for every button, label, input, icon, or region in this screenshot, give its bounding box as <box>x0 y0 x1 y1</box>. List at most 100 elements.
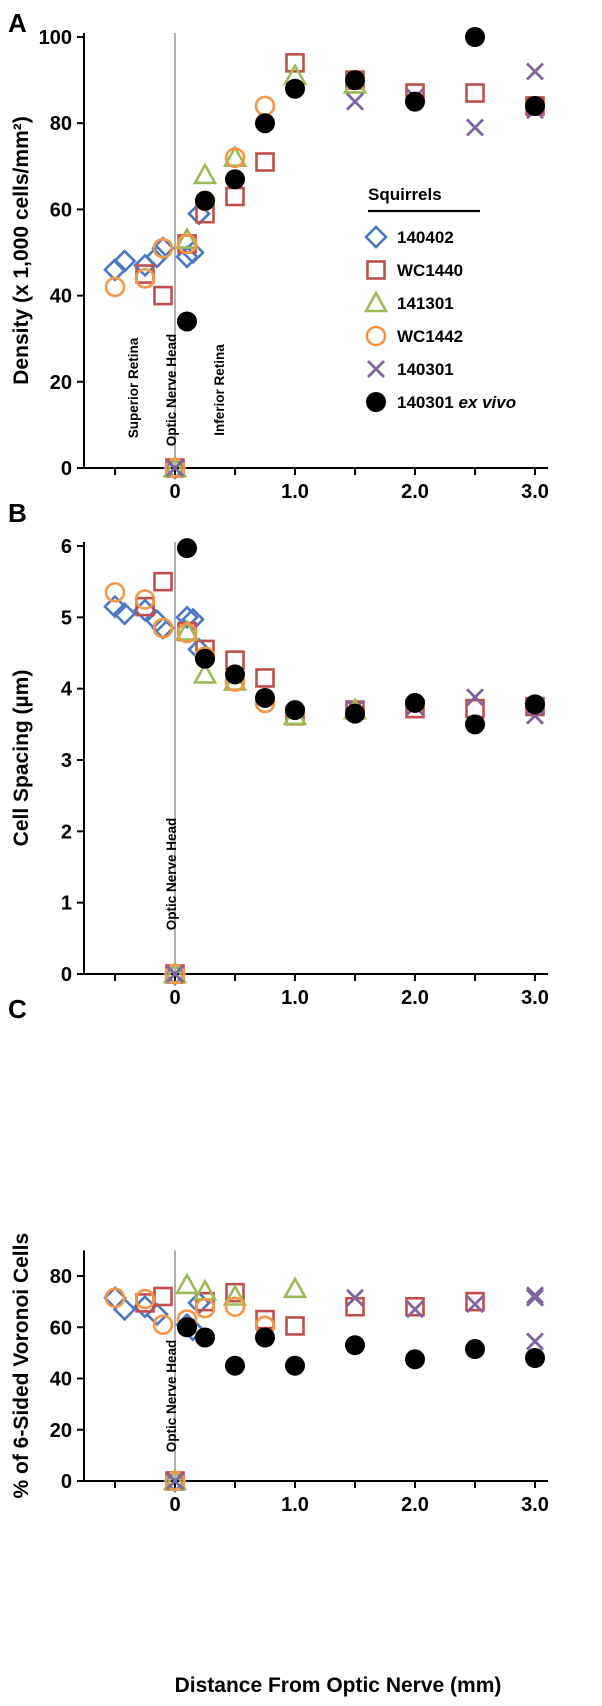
series-wc1442 <box>104 582 276 985</box>
data-point <box>194 1297 216 1319</box>
legend-entry: 140402 <box>397 228 454 247</box>
x-tick-label: 2.0 <box>401 481 429 503</box>
legend: Squirrels 140402 WC1440 141301 WC1442 140301 1… <box>363 185 516 412</box>
data-point <box>192 661 218 684</box>
data-point <box>225 664 245 685</box>
data-point <box>465 27 485 47</box>
data-point <box>285 1316 305 1336</box>
y-axis-label: Density (x 1,000 cells/mm²) <box>10 116 33 384</box>
x-tick-label: 0 <box>169 987 180 1009</box>
series-140301 <box>166 1286 544 1490</box>
data-point <box>112 601 137 626</box>
data-point <box>285 78 305 99</box>
data-point <box>103 594 127 619</box>
panel-c-voronoi: C 0 20 40 60 80 0 1.0 2.0 3.0 % of 6-Sided Voronoi… <box>8 994 549 1516</box>
data-point <box>345 1296 365 1317</box>
data-point <box>153 285 173 306</box>
data-point <box>192 162 218 185</box>
legend-marker <box>366 392 386 412</box>
data-point <box>175 605 199 630</box>
data-point <box>345 1335 365 1356</box>
data-point <box>345 703 365 724</box>
data-point <box>255 687 275 708</box>
y-tick-label: 40 <box>50 1369 72 1391</box>
data-point <box>282 1276 308 1299</box>
y-tick-label: 6 <box>61 536 72 558</box>
data-point <box>152 237 174 259</box>
data-point <box>134 589 156 610</box>
data-point <box>153 571 173 592</box>
series-140301 <box>166 688 544 983</box>
data-point <box>405 1296 425 1317</box>
data-point <box>285 53 305 73</box>
y-tick-label: 3 <box>61 750 72 772</box>
data-point <box>465 1339 485 1360</box>
legend-marker <box>363 290 389 313</box>
x-tick-label: 3.0 <box>521 481 549 503</box>
data-point <box>145 244 169 269</box>
data-point <box>345 70 365 91</box>
data-point <box>285 1355 305 1376</box>
legend-marker <box>366 260 386 280</box>
x-tick-label: 2.0 <box>401 1494 429 1516</box>
data-point <box>255 1327 275 1348</box>
x-tick-label: 0 <box>169 1494 180 1516</box>
data-point <box>152 1314 174 1335</box>
data-point <box>104 276 126 298</box>
data-point <box>174 618 200 641</box>
data-point <box>135 596 155 617</box>
data-point <box>222 1283 248 1306</box>
data-point <box>346 1288 364 1307</box>
annotation: Optic Nerve Head <box>164 818 179 931</box>
y-tick-label: 1 <box>61 893 72 915</box>
x-tick-label: 1.0 <box>281 1494 309 1516</box>
y-tick-label: 4 <box>61 679 73 701</box>
data-point <box>466 118 484 137</box>
annotation: Optic Nerve Head <box>164 1340 179 1453</box>
data-point <box>285 700 305 721</box>
data-point <box>255 113 275 134</box>
series-wc1440 <box>135 571 545 984</box>
panel-letter-b: B <box>8 498 27 528</box>
y-tick-label: 2 <box>61 821 72 843</box>
series-141301 <box>162 1272 308 1491</box>
series-wc1442 <box>104 95 276 479</box>
y-tick-label: 5 <box>61 607 72 629</box>
data-point <box>177 311 197 332</box>
data-point <box>224 1296 246 1318</box>
data-point <box>153 1286 173 1307</box>
data-point <box>406 1300 424 1319</box>
x-tick-label: 2.0 <box>401 987 429 1009</box>
data-point <box>152 617 174 639</box>
legend-title: Squirrels <box>368 185 442 204</box>
annotation: Optic Nerve Head <box>164 334 179 447</box>
data-point <box>255 152 275 172</box>
y-tick-label: 0 <box>61 458 72 480</box>
legend-entry: WC1442 <box>397 327 463 346</box>
data-point <box>104 1287 126 1309</box>
legend-marker <box>367 360 385 378</box>
data-point <box>405 91 425 112</box>
series-140402 <box>103 594 211 986</box>
annotation: Superior Retina <box>126 337 141 438</box>
data-point <box>225 1355 245 1376</box>
data-point <box>112 1297 137 1322</box>
data-point <box>225 186 245 207</box>
data-point <box>526 1288 544 1307</box>
data-point <box>134 268 156 289</box>
series-140301-ex-vivo <box>177 538 545 735</box>
y-tick-label: 20 <box>50 1420 72 1442</box>
data-point <box>346 92 364 111</box>
data-point <box>176 233 198 255</box>
legend-entry: 140301 <box>397 360 454 379</box>
y-tick-label: 40 <box>50 286 72 308</box>
y-tick-label: 20 <box>50 372 72 394</box>
data-point <box>466 1295 484 1314</box>
x-tick-label: 3.0 <box>521 987 549 1009</box>
data-point <box>177 538 197 559</box>
data-point <box>465 714 485 735</box>
data-point <box>526 1286 544 1305</box>
y-tick-label: 100 <box>39 27 72 49</box>
legend-entry: 140301 ex vivo <box>397 393 516 412</box>
